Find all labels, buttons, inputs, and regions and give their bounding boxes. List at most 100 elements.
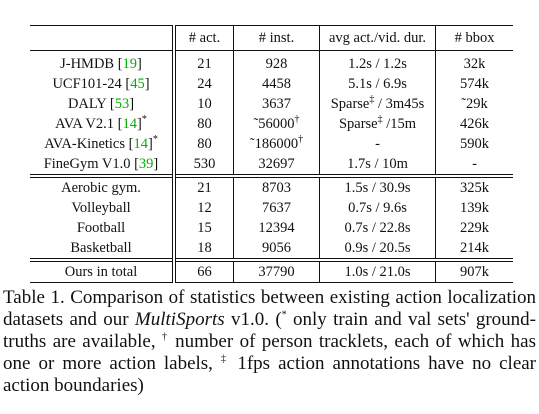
table-cell: ˜56000† (233, 114, 320, 134)
table-row: Volleyball 12 7637 0.7s / 9.6s 139k (30, 198, 513, 218)
text-run: number of person tracklets, each of whic… (3, 331, 537, 374)
row-group: Aerobic gym. 21 8703 1.5s / 30.9s 325k Volley… (30, 176, 513, 260)
citation: 14 (133, 136, 148, 152)
text-run: * (152, 134, 158, 146)
table-cell: ˜29k (461, 96, 488, 112)
column-header: # inst. (233, 25, 320, 51)
text-run: /15m (382, 116, 417, 132)
text-run: J-HMDB [ (60, 56, 123, 72)
table-cell: ˜186000† (233, 134, 320, 154)
header-row: # act. # inst. avg act./vid. dur. # bbox (30, 25, 513, 51)
text-run: ] (136, 116, 142, 132)
text-run: 1fps action annotations have no clear ac… (3, 353, 537, 396)
text-run: ˜186000 (249, 136, 299, 152)
table-cell: 12 (174, 198, 234, 218)
table-cell: 10 (174, 94, 234, 114)
table-cell: AVA V2.1 [14]* (30, 114, 176, 134)
table-cell: 1.7s / 10m (319, 154, 436, 176)
text-run: v1.0. ( (224, 309, 282, 330)
table-cell: DALY [53] (30, 94, 176, 114)
table-cell: 907k (460, 264, 489, 280)
table-cell: 530 (174, 154, 234, 176)
table-cell: 8703 (233, 176, 320, 198)
table-row: J-HMDB [19] 21 928 1.2s / 1.2s 32k (30, 50, 513, 74)
table-cell: FineGym V1.0 [39] (30, 154, 176, 176)
table-row: UCF101-24 [45] 24 4458 5.1s / 6.9s 574k (30, 74, 513, 94)
table-row: Ours in total 66 37790 1.0s / 21.0s 907k (30, 260, 513, 283)
table-cell: 15 (174, 218, 234, 238)
table-cell: 1.5s / 30.9s (319, 176, 436, 198)
text-run: * (281, 309, 287, 321)
column-header: avg act./vid. dur. (319, 25, 436, 51)
text-run: Table 1. Comparison of statistics betwee… (3, 287, 536, 330)
table-cell: 325k (460, 180, 489, 196)
text-run: ‡ (220, 353, 230, 365)
text-run: Sparse (330, 96, 370, 112)
table-cell: 32k (463, 56, 486, 72)
text-run: only train and val sets' ground-truths a… (3, 309, 537, 352)
text-run: MultiSports (134, 309, 225, 330)
table-cell: 66 (174, 260, 234, 283)
text-run: ˜56000 (253, 116, 295, 132)
table-row: DALY [53] 10 3637 Sparse‡ / 3m45s ˜29k (30, 94, 513, 114)
corner-cell (30, 25, 176, 51)
text-run: AVA V2.1 [ (55, 116, 123, 132)
stats-table: # act. # inst. avg act./vid. dur. # bbox J-… (30, 25, 513, 283)
table-cell: 0.9s / 20.5s (319, 238, 436, 260)
table-cell: 1.2s / 1.2s (319, 50, 436, 74)
table-cell: 5.1s / 6.9s (319, 74, 436, 94)
table-cell: Sparse‡ / 3m45s (319, 94, 436, 114)
table-cell: - (319, 134, 436, 154)
text-run: † (162, 331, 169, 343)
table-cell: 928 (233, 50, 320, 74)
table-cell: Football (30, 218, 176, 238)
table-cell: 9056 (233, 238, 320, 260)
table-cell: 80 (174, 114, 234, 134)
text-run: ] (129, 96, 135, 112)
text-run: AVA-Kinetics [ (44, 136, 134, 152)
table-cell: 24 (174, 74, 234, 94)
table-cell: 139k (460, 200, 489, 216)
citation: 19 (122, 56, 138, 72)
citation: 45 (130, 76, 145, 92)
table-cell: 7637 (233, 198, 320, 218)
text-run: † (298, 134, 304, 146)
table-cell: 3637 (233, 94, 320, 114)
text-run: ‡ (369, 94, 375, 106)
table-cell: 0.7s / 9.6s (319, 198, 436, 218)
column-header: # act. (174, 25, 234, 51)
table-cell: Ours in total (30, 260, 176, 283)
text-run: FineGym V1.0 [ (43, 156, 139, 172)
column-header: # bbox (454, 30, 495, 46)
caption: Table 1. Comparison of statistics betwee… (3, 287, 536, 397)
table-row: AVA V2.1 [14]* 80 ˜56000† Sparse‡ /15m 426k (30, 114, 513, 134)
table-cell: 214k (460, 240, 489, 256)
table-row: Aerobic gym. 21 8703 1.5s / 30.9s 325k (30, 176, 513, 198)
row-group: Ours in total 66 37790 1.0s / 21.0s 907k (30, 260, 513, 283)
table-cell: Basketball (30, 238, 176, 260)
table-cell: 37790 (233, 260, 320, 283)
table-cell: 21 (174, 50, 234, 74)
text-run: ] (137, 56, 142, 72)
table-cell: Sparse‡ /15m (319, 114, 436, 134)
table-cell: Volleyball (30, 198, 176, 218)
text-run: ‡ (377, 114, 383, 126)
table-cell: 80 (174, 134, 234, 154)
table-cell: UCF101-24 [45] (30, 74, 176, 94)
text-run: DALY [ (67, 96, 115, 112)
table-row: Basketball 18 9056 0.9s / 20.5s 214k (30, 238, 513, 260)
text-run: ] (144, 76, 150, 92)
table-row: FineGym V1.0 [39] 530 32697 1.7s / 10m - (30, 154, 513, 176)
table-cell: 32697 (233, 154, 320, 176)
table-cell: 426k (460, 116, 489, 132)
table-cell: 0.7s / 22.8s (319, 218, 436, 238)
table-cell: AVA-Kinetics [14]* (30, 134, 176, 154)
text-run: UCF101-24 [ (52, 76, 131, 92)
citation: 14 (122, 116, 137, 132)
table-row: Football 15 12394 0.7s / 22.8s 229k (30, 218, 513, 238)
text-run: ] (153, 156, 159, 172)
table-cell: Aerobic gym. (30, 176, 176, 198)
citation: 53 (114, 96, 130, 112)
table-cell: - (472, 156, 477, 172)
